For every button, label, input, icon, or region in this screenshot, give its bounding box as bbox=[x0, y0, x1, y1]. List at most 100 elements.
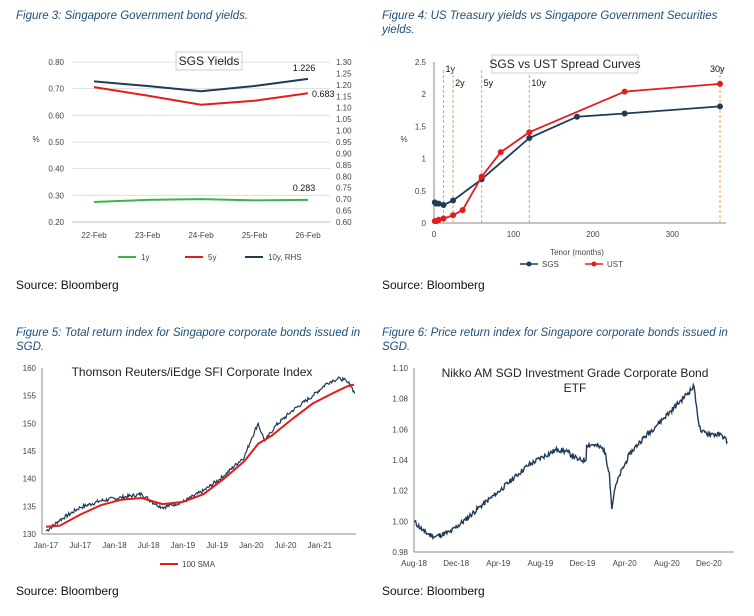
fig3-data-label: 1.226 bbox=[293, 63, 316, 73]
fig4-legend-label: UST bbox=[607, 260, 623, 269]
fig5-x-tick-label: Jan-19 bbox=[171, 541, 196, 550]
fig5-source: Source: Bloomberg bbox=[16, 584, 119, 598]
fig4-point-UST bbox=[459, 207, 466, 214]
fig4-point-UST bbox=[478, 173, 485, 180]
fig5-legend-label: 100 SMA bbox=[182, 560, 216, 569]
fig4-y-tick-label: 2.5 bbox=[415, 58, 427, 67]
fig4-point-SGS bbox=[717, 103, 723, 110]
fig3-x-tick-label: 25-Feb bbox=[242, 231, 268, 240]
fig4-y-tick-label: 2 bbox=[422, 90, 427, 99]
fig4-series-line-SGS bbox=[434, 105, 721, 206]
fig3-y2-tick-label: 0.70 bbox=[336, 195, 352, 204]
fig3-y2-tick-label: 1.20 bbox=[336, 81, 352, 90]
fig4-y-tick-label: 0 bbox=[422, 219, 427, 228]
fig6-x-tick-label: Dec-20 bbox=[696, 559, 722, 568]
fig6-y-tick-label: 1.06 bbox=[392, 425, 408, 434]
fig4-caption: Figure 4: US Treasury yields vs Singapor… bbox=[382, 10, 718, 36]
fig3-y2-tick-label: 1.00 bbox=[336, 127, 352, 136]
fig4-tenor-label: 30y bbox=[710, 64, 725, 74]
fig3-y2-tick-label: 1.15 bbox=[336, 92, 352, 101]
fig4-point-SGS bbox=[621, 110, 628, 117]
fig3-source: Source: Bloomberg bbox=[16, 278, 119, 292]
fig5-y-tick-label: 150 bbox=[23, 419, 37, 428]
fig4-tenor-label: 5y bbox=[484, 78, 494, 88]
fig4-point-SGS bbox=[574, 113, 580, 120]
fig3-y-tick-label: 0.40 bbox=[48, 165, 64, 174]
fig4-legend-marker bbox=[526, 261, 532, 267]
fig4-series-line-UST bbox=[434, 83, 721, 222]
fig6-x-tick-label: Apr-20 bbox=[613, 559, 638, 568]
fig3-y-tick-label: 0.30 bbox=[48, 191, 64, 200]
fig6-chart: 0.98 1.00 1.02 1.04 1.06 1.08 1.10 Aug-18 Dec-18… bbox=[392, 364, 734, 568]
fig4-point-UST bbox=[526, 129, 533, 136]
fig5-y-tick-label: 155 bbox=[23, 392, 37, 401]
fig3-y2-tick-label: 0.85 bbox=[336, 161, 352, 170]
fig5-x-tick-label: Jan-21 bbox=[308, 541, 333, 550]
fig5-x-tick-label: Jan-18 bbox=[102, 541, 127, 550]
fig4-point-SGS bbox=[450, 197, 457, 204]
fig3-y-tick-label: 0.20 bbox=[48, 218, 64, 227]
fig4-legend-label: SGS bbox=[542, 260, 559, 269]
fig5-y-tick-label: 145 bbox=[23, 447, 37, 456]
fig3-x-tick-label: 24-Feb bbox=[188, 231, 214, 240]
fig6-y-tick-label: 1.08 bbox=[392, 395, 408, 404]
fig3-y2-tick-label: 0.95 bbox=[336, 138, 352, 147]
fig6-title: Nikko AM SGD Investment Grade Corporate … bbox=[442, 366, 709, 380]
fig6-title-line2: ETF bbox=[564, 381, 587, 395]
fig5-x-tick-label: Jul-20 bbox=[275, 541, 297, 550]
fig5-x-tick-label: Jan-20 bbox=[239, 541, 264, 550]
fig3-y-tick-label: 0.80 bbox=[48, 58, 64, 67]
fig4-tenor-label: 1y bbox=[446, 64, 456, 74]
fig4-point-SGS bbox=[435, 200, 442, 207]
fig4-point-UST bbox=[621, 88, 628, 95]
fig4-point-UST bbox=[440, 215, 447, 222]
fig4-y-axis-label: % bbox=[400, 135, 407, 144]
fig5-y-tick-label: 130 bbox=[23, 530, 37, 539]
fig5-x-tick-label: Jul-19 bbox=[206, 541, 228, 550]
fig6-caption: Figure 6: Price return index for Singapo… bbox=[382, 327, 728, 353]
fig5-y-tick-label: 160 bbox=[23, 364, 37, 373]
fig5-series-line-sma bbox=[45, 383, 355, 528]
fig4-point-UST bbox=[450, 212, 457, 219]
fig4-point-UST bbox=[435, 216, 442, 223]
fig6-source: Source: Bloomberg bbox=[382, 584, 485, 598]
fig5-x-tick-label: Jul-18 bbox=[138, 541, 160, 550]
fig3-y2-tick-label: 0.65 bbox=[336, 207, 352, 216]
fig4-chart: 0 0.5 1 1.5 2 2.5 0 100 200 300 Tenor (months)% 1y 2… bbox=[400, 54, 726, 269]
fig4-legend-marker bbox=[591, 261, 597, 267]
fig6-y-tick-label: 1.02 bbox=[392, 487, 408, 496]
fig3-caption: Figure 3: Singapore Government bond yiel… bbox=[16, 10, 249, 22]
fig3-series-line-1y bbox=[93, 198, 309, 203]
fig3-series-line-5y bbox=[93, 86, 309, 106]
fig3-y2-tick-label: 1.05 bbox=[336, 115, 352, 124]
fig4-x-tick-label: 0 bbox=[432, 230, 437, 239]
fig3-y2-tick-label: 1.30 bbox=[336, 58, 352, 67]
fig3-y-tick-label: 0.50 bbox=[48, 138, 64, 147]
fig4-x-tick-label: 300 bbox=[666, 230, 680, 239]
fig3-legend-label: 1y bbox=[141, 253, 149, 262]
fig5-series-line-index bbox=[45, 376, 356, 532]
fig3-y-tick-label: 0.60 bbox=[48, 111, 64, 120]
fig6-x-tick-label: Aug-18 bbox=[401, 559, 427, 568]
fig3-y2-tick-label: 0.80 bbox=[336, 172, 352, 181]
fig3-y-axis-label: % bbox=[32, 135, 39, 144]
fig4-source: Source: Bloomberg bbox=[382, 278, 485, 292]
fig4-point-UST bbox=[717, 80, 723, 87]
fig3-y2-tick-label: 1.10 bbox=[336, 104, 352, 113]
fig5-caption: Figure 5: Total return index for Singapo… bbox=[16, 327, 361, 353]
fig4-tenor-label: 2y bbox=[455, 78, 465, 88]
fig6-y-tick-label: 0.98 bbox=[392, 548, 408, 557]
fig3-title: SGS Yields bbox=[179, 54, 240, 68]
fig6-x-tick-label: Aug-19 bbox=[528, 559, 554, 568]
fig5-y-tick-label: 135 bbox=[23, 502, 37, 511]
fig6-x-tick-label: Dec-19 bbox=[570, 559, 596, 568]
fig4-point-SGS bbox=[440, 201, 447, 208]
fig3-y2-tick-label: 0.60 bbox=[336, 218, 352, 227]
fig4-y-tick-label: 1 bbox=[422, 155, 427, 164]
fig3-x-tick-label: 23-Feb bbox=[135, 231, 161, 240]
fig6-x-tick-label: Apr-19 bbox=[486, 559, 511, 568]
fig3-y-tick-label: 0.70 bbox=[48, 85, 64, 94]
fig4-x-tick-label: 200 bbox=[586, 230, 600, 239]
fig4-y-tick-label: 1.5 bbox=[415, 122, 427, 131]
fig6-x-tick-label: Aug-20 bbox=[654, 559, 680, 568]
